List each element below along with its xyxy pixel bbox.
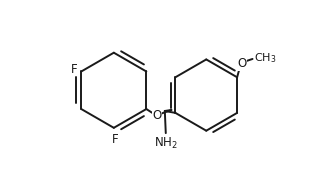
Text: NH$_2$: NH$_2$ — [154, 136, 178, 151]
Text: O: O — [237, 57, 247, 70]
Text: F: F — [71, 63, 77, 76]
Text: O: O — [152, 109, 162, 122]
Text: CH$_3$: CH$_3$ — [254, 51, 277, 65]
Text: F: F — [111, 133, 118, 146]
